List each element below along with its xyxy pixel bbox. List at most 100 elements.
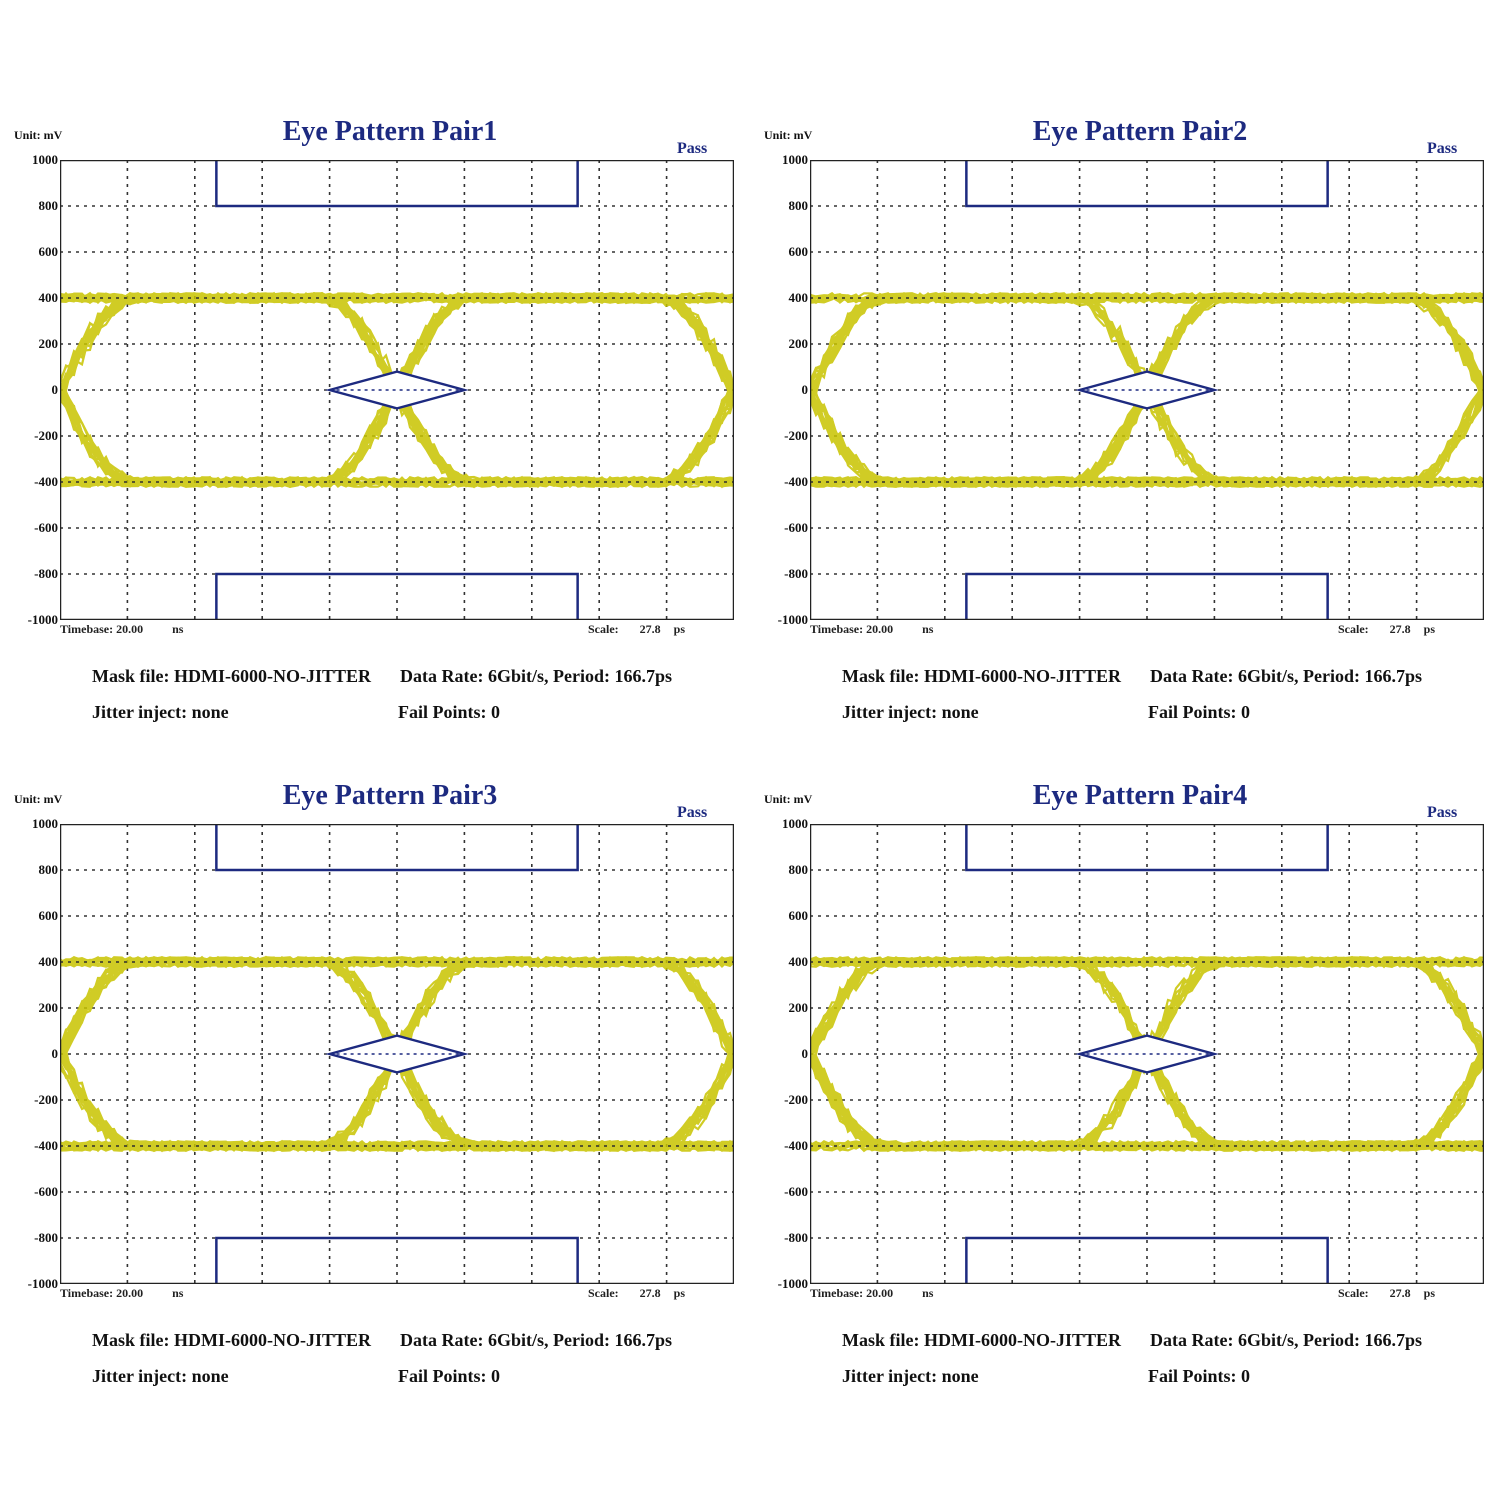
y-tick-label: -400 <box>784 1138 808 1153</box>
fail-points: Fail Points: 0 <box>1148 702 1250 722</box>
eye-pattern-panel: Unit: mV Eye Pattern Pair2 Pass 1000 800 6… <box>750 110 1500 750</box>
y-tick-label: 600 <box>38 908 59 923</box>
eye-trace <box>60 1050 734 1153</box>
y-tick-label: -800 <box>34 1230 58 1245</box>
timebase-label: Timebase: <box>810 1286 864 1300</box>
mask-diamond <box>1075 370 1219 410</box>
y-tick-label: -600 <box>784 1184 808 1199</box>
eye-pattern-panel: Unit: mV Eye Pattern Pair4 Pass 1000 800 6… <box>750 774 1500 1414</box>
unit-label: Unit: mV <box>14 792 63 806</box>
mask-bottom <box>215 1236 579 1284</box>
y-tick-label: -200 <box>34 428 58 443</box>
y-tick-label: 1000 <box>32 152 58 167</box>
y-tick-label: -600 <box>784 520 808 535</box>
y-tick-label: 600 <box>38 244 59 259</box>
jitter-inject: Jitter inject: none <box>92 702 229 722</box>
y-tick-label: 200 <box>38 1000 59 1015</box>
status-badge: Pass <box>677 804 708 821</box>
y-tick-label: 400 <box>788 290 809 305</box>
eye-trace <box>60 291 734 305</box>
chart-title: Eye Pattern Pair3 <box>282 780 498 811</box>
y-tick-label: 200 <box>788 336 809 351</box>
y-tick-label: -1000 <box>777 612 808 627</box>
mask-file: Mask file: HDMI-6000-NO-JITTER <box>92 1330 371 1350</box>
timebase-value: 20.00 <box>866 1286 894 1300</box>
y-tick-label: -200 <box>34 1092 58 1107</box>
mask-bottom <box>965 1236 1329 1284</box>
eye-trace <box>810 1039 1484 1153</box>
y-tick-label: -200 <box>784 428 808 443</box>
y-tick-label: -400 <box>784 474 808 489</box>
unit-label: Unit: mV <box>14 128 63 142</box>
scale-unit: ps <box>1423 622 1435 636</box>
y-tick-label: 0 <box>801 382 809 397</box>
scale-value: 27.8 <box>1389 622 1411 636</box>
mask-top <box>965 160 1329 208</box>
status-badge: Pass <box>1427 804 1458 821</box>
scale-unit: ps <box>1423 1286 1435 1300</box>
y-tick-label: -600 <box>34 520 58 535</box>
y-tick-label: -400 <box>34 474 58 489</box>
timebase-unit: ns <box>172 1286 184 1300</box>
chart-title: Eye Pattern Pair1 <box>282 116 498 147</box>
mask-top <box>215 824 579 872</box>
eye-diagram-svg <box>60 160 734 620</box>
scale-unit: ps <box>673 1286 685 1300</box>
timebase-label: Timebase: <box>60 622 114 636</box>
fail-points: Fail Points: 0 <box>398 1366 500 1386</box>
chart-title: Eye Pattern Pair4 <box>1032 780 1248 811</box>
fail-points: Fail Points: 0 <box>398 702 500 722</box>
eye-diagram-svg <box>810 160 1484 620</box>
y-tick-label: 1000 <box>782 816 808 831</box>
y-tick-label: 800 <box>38 862 59 877</box>
y-tick-label: -600 <box>34 1184 58 1199</box>
y-tick-label: -800 <box>784 566 808 581</box>
mask-diamond <box>1075 1034 1219 1074</box>
status-badge: Pass <box>677 140 708 157</box>
scale-readout: Scale: 27.8 ps <box>1338 622 1435 637</box>
scale-label: Scale: <box>1338 1286 1369 1300</box>
timebase-label: Timebase: <box>60 1286 114 1300</box>
mask-file: Mask file: HDMI-6000-NO-JITTER <box>842 666 1121 686</box>
scale-label: Scale: <box>588 622 619 636</box>
eye-trace <box>810 291 1484 305</box>
plot-area <box>810 160 1484 620</box>
y-tick-label: 0 <box>51 1046 59 1061</box>
scale-value: 27.8 <box>1389 1286 1411 1300</box>
plot-border <box>60 824 734 1284</box>
unit-label: Unit: mV <box>764 128 813 142</box>
timebase-unit: ns <box>922 1286 934 1300</box>
eye-pattern-panel: Unit: mV Eye Pattern Pair3 Pass 1000 800 6… <box>0 774 750 1414</box>
y-tick-label: 400 <box>38 954 59 969</box>
mask-file: Mask file: HDMI-6000-NO-JITTER <box>842 1330 1121 1350</box>
grid <box>810 160 1484 620</box>
scale-label: Scale: <box>588 1286 619 1300</box>
plot-area <box>810 824 1484 1284</box>
y-tick-label: 0 <box>51 382 59 397</box>
timebase-readout: Timebase: 20.00 ns <box>810 1286 933 1301</box>
timebase-value: 20.00 <box>866 622 894 636</box>
y-tick-label: 600 <box>788 908 809 923</box>
timebase-readout: Timebase: 20.00 ns <box>60 1286 183 1301</box>
jitter-inject: Jitter inject: none <box>92 1366 229 1386</box>
y-tick-label: -1000 <box>27 1276 58 1291</box>
plot-area <box>60 824 734 1284</box>
mask-top <box>965 824 1329 872</box>
timebase-label: Timebase: <box>810 622 864 636</box>
y-tick-label: -400 <box>34 1138 58 1153</box>
y-tick-label: 200 <box>38 336 59 351</box>
mask-file: Mask file: HDMI-6000-NO-JITTER <box>92 666 371 686</box>
data-rate: Data Rate: 6Gbit/s, Period: 166.7ps <box>1150 666 1422 686</box>
timebase-value: 20.00 <box>116 1286 144 1300</box>
timebase-unit: ns <box>922 622 934 636</box>
y-tick-label: 600 <box>788 244 809 259</box>
mask-bottom <box>965 572 1329 620</box>
unit-label: Unit: mV <box>764 792 813 806</box>
y-tick-label: -1000 <box>27 612 58 627</box>
timebase-readout: Timebase: 20.00 ns <box>60 622 183 637</box>
scale-readout: Scale: 27.8 ps <box>1338 1286 1435 1301</box>
scale-value: 27.8 <box>639 1286 661 1300</box>
jitter-inject: Jitter inject: none <box>842 1366 979 1386</box>
mask-top <box>215 160 579 208</box>
timebase-readout: Timebase: 20.00 ns <box>810 622 933 637</box>
